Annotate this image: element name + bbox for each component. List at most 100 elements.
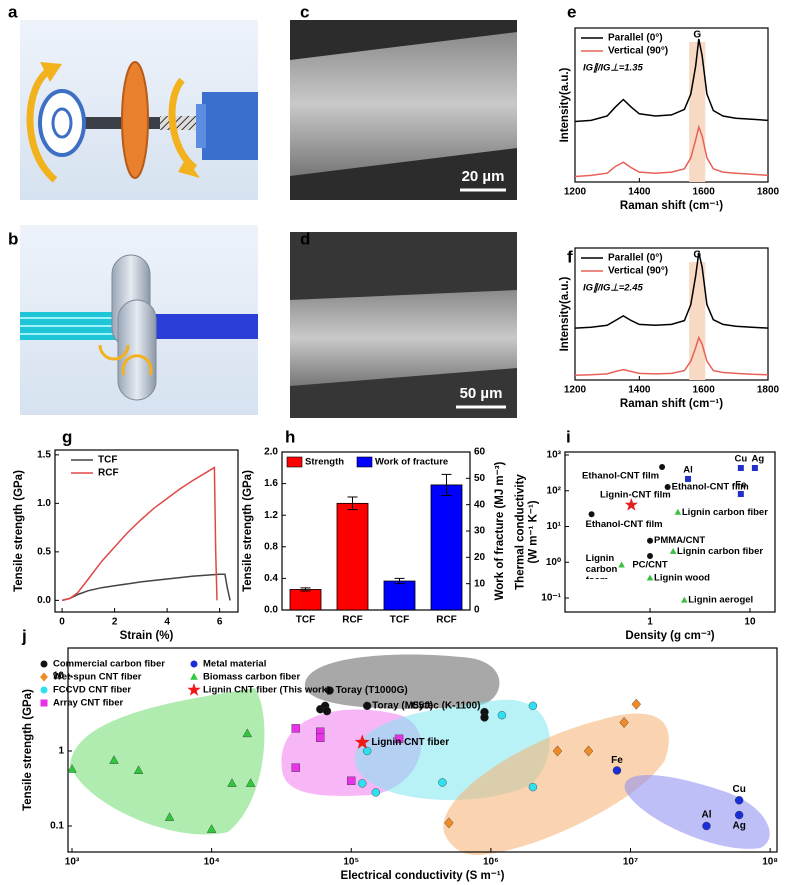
panel-label: f — [567, 247, 573, 266]
plot-frame — [574, 247, 769, 381]
point-label: Fe — [611, 755, 623, 766]
data-point — [206, 824, 217, 833]
y-tick-label: 2.0 — [264, 447, 278, 458]
data-point — [583, 745, 594, 757]
data-point — [245, 778, 256, 787]
x-tick-label: 10⁷ — [623, 857, 638, 868]
data-point — [685, 475, 692, 482]
legend-swatch — [356, 456, 373, 468]
x-tick-label: 1400 — [628, 187, 651, 198]
legend-marker — [190, 660, 198, 668]
legend-label: Vertical (90°) — [608, 266, 668, 277]
series-line — [574, 252, 769, 329]
axis-label: Intensity(a.u.) — [559, 276, 571, 351]
error-bar — [441, 473, 452, 496]
y-tick-label: 1.6 — [264, 478, 278, 489]
error-bar — [347, 496, 358, 511]
x-tick-label: 1200 — [564, 385, 587, 396]
x-tick-label: 10⁶ — [483, 857, 499, 868]
axis-label: Raman shift (cm⁻¹) — [620, 398, 723, 410]
data-point — [347, 776, 356, 786]
legend-label: FCCVD CNT fiber — [53, 685, 131, 696]
scale-bar-label: 20 µm — [462, 168, 505, 185]
legend-label: Strength — [305, 457, 344, 468]
data-point — [647, 552, 654, 559]
legend-marker — [40, 672, 48, 682]
axis-label: Work of fracture (MJ m⁻³) — [494, 461, 506, 600]
axis-label: Tensile strength (GPa) — [22, 689, 34, 811]
data-point — [751, 464, 758, 471]
illustration-a — [20, 20, 258, 200]
point-label: Al — [683, 464, 693, 475]
y-tick-label: 1.2 — [264, 510, 278, 521]
series-line — [574, 335, 769, 377]
axis-label: (W m⁻¹ K⁻¹) — [528, 500, 540, 563]
data-point — [669, 547, 677, 554]
x-tick-label: 10⁴ — [204, 857, 220, 868]
x-tick-label: 1800 — [757, 187, 780, 198]
y-tick-label: 1.5 — [37, 449, 51, 460]
point-label: Ethanol-CNT film — [582, 471, 659, 482]
x-tick-label: 1600 — [693, 385, 716, 396]
axis-label: Intensity(a.u.) — [559, 67, 571, 142]
point-label: Lignin aerogel — [688, 595, 753, 606]
legend-label: Metal material — [203, 659, 266, 670]
x-tick-label: 1600 — [693, 187, 716, 198]
point-label: Ethanol-CNT film — [672, 482, 749, 493]
bar — [289, 589, 322, 611]
x-tick-label: TCF — [296, 615, 315, 626]
data-point — [325, 686, 334, 695]
y-tick-label: 10² — [547, 485, 562, 496]
data-point — [164, 812, 175, 821]
legend-marker — [40, 699, 48, 707]
data-point — [322, 706, 332, 716]
data-point — [664, 484, 671, 491]
data-point — [358, 779, 367, 788]
data-point — [444, 817, 454, 829]
point-label: Cu — [732, 784, 745, 795]
y-tick-label: 10⁰ — [546, 557, 561, 568]
highlight-band — [689, 262, 706, 380]
legend-marker — [190, 672, 198, 680]
y-tick-label: 1.0 — [37, 498, 51, 509]
axis-label: Density (g cm⁻³) — [625, 630, 714, 642]
axis-label: Tensile strength (GPa) — [13, 470, 25, 592]
point-label: Lignin carbon fiber — [677, 546, 763, 557]
plot-frame — [564, 451, 776, 613]
bar — [430, 484, 463, 611]
region-shading — [70, 654, 770, 856]
y-tick-label: 10³ — [547, 450, 562, 461]
legend-marker — [40, 686, 48, 694]
data-point — [734, 796, 744, 805]
data-point — [674, 508, 682, 515]
bar — [383, 580, 416, 611]
illustration-b — [20, 225, 258, 415]
error-bar — [300, 587, 311, 592]
x-tick-label: 6 — [217, 617, 223, 628]
x-tick-label: TCF — [390, 615, 409, 626]
data-point — [588, 511, 595, 518]
y2-tick-label: 40 — [474, 499, 486, 510]
data-point — [624, 498, 638, 511]
y-tick-label: 0.4 — [264, 573, 278, 584]
data-point — [618, 561, 625, 568]
plot-frame — [574, 27, 769, 183]
data-point — [227, 778, 237, 787]
legend-label: Commercial carbon fiber — [53, 659, 165, 670]
x-tick-label: 10 — [744, 617, 756, 628]
legend-swatch — [286, 456, 303, 468]
panel-label: b — [8, 229, 18, 248]
x-tick-label: 10³ — [65, 857, 80, 868]
annotation: G — [693, 30, 701, 41]
y-tick-label: 0.8 — [264, 541, 278, 552]
panel-label: c — [300, 2, 309, 21]
point-label: PC/CNT — [632, 559, 668, 570]
data-point — [681, 596, 688, 603]
point-label: Al — [701, 810, 711, 821]
axis-label: Raman shift (cm⁻¹) — [620, 200, 723, 212]
x-tick-label: 2 — [112, 617, 118, 628]
data-point — [291, 724, 300, 733]
data-point — [354, 734, 370, 749]
y-tick-label: 10¹ — [547, 521, 562, 532]
